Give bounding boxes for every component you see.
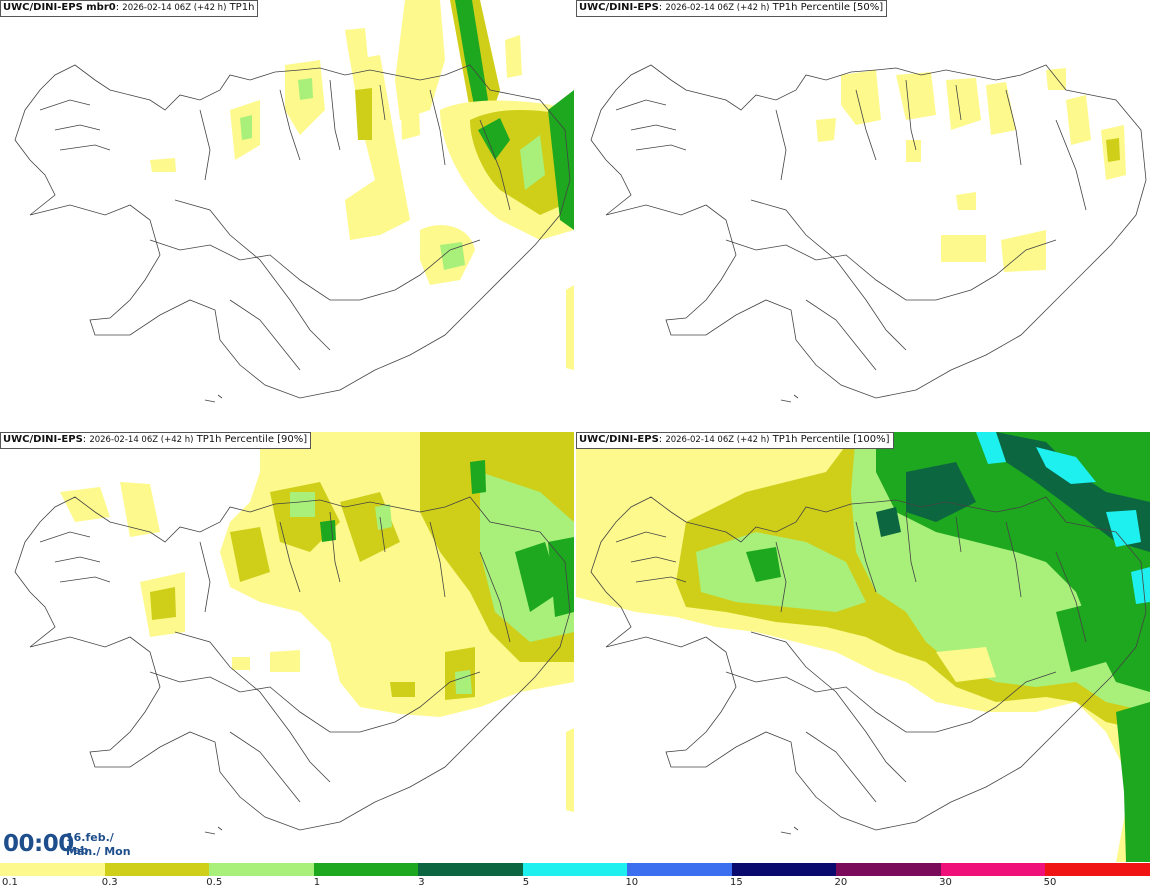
valid-time: 00:00 [3, 831, 74, 857]
map-panel-p50: UWC/DINI-EPS: 2026-02-14 06Z (+42 h) TP1… [576, 0, 1150, 430]
panel-title: UWC/DINI-EPS mbr0: 2026-02-14 06Z (+42 h… [0, 0, 259, 17]
colorbar-segment [418, 863, 524, 876]
precipitation-map [590, 64, 1147, 403]
colorbar-segment [209, 863, 315, 876]
colorbar-tick-label: 0.5 [206, 877, 223, 888]
precip-colorbar: 0.1 0.3 0.5 1 3 5 10 15 20 30 50 [0, 863, 1150, 891]
iceland-coastline [590, 64, 1147, 403]
colorbar-tick-label: 0.3 [101, 877, 118, 888]
colorbar-segment [104, 863, 210, 876]
valid-weekday: Mán./ Mon [66, 845, 131, 858]
colorbar-tick-label: 5 [522, 877, 530, 888]
precipitation-map [576, 432, 1150, 862]
panel-title: UWC/DINI-EPS: 2026-02-14 06Z (+42 h) TP1… [576, 432, 894, 449]
precipitation-map [14, 0, 574, 403]
iceland-coastline [590, 496, 1147, 835]
colorbar-tick-label: 15 [729, 877, 743, 888]
iceland-coastline [14, 496, 571, 835]
colorbar-segment [0, 863, 105, 876]
colorbar-segment [1045, 863, 1150, 876]
colorbar-tick-label: 3 [418, 877, 425, 888]
precip-field [816, 68, 1126, 272]
valid-time-box: 00:00 16.feb./ Feb Mán./ Mon [0, 826, 132, 862]
colorbar-tick-label: 1 [313, 877, 321, 888]
colorbar-segment [940, 863, 1046, 876]
map-panel-p100: UWC/DINI-EPS: 2026-02-14 06Z (+42 h) TP1… [576, 432, 1150, 862]
precip-field [576, 432, 1150, 862]
colorbar-tick-label: 10 [625, 877, 639, 888]
iceland-coastline [14, 64, 571, 403]
precip-field [60, 432, 574, 812]
colorbar-tick-label: 30 [939, 877, 952, 888]
panel-divider [0, 430, 1150, 432]
colorbar-segment [522, 863, 628, 876]
panel-title: UWC/DINI-EPS: 2026-02-14 06Z (+42 h) TP1… [576, 0, 888, 17]
colorbar-segment [836, 863, 942, 876]
precip-field [150, 0, 574, 370]
colorbar-tick-label: 50 [1043, 877, 1057, 888]
colorbar-segment [627, 863, 733, 876]
panel-title: UWC/DINI-EPS: 2026-02-14 06Z (+42 h) TP1… [0, 432, 312, 449]
colorbar-tick-label: 0.1 [2, 877, 18, 888]
colorbar-segment [313, 863, 419, 876]
map-panel-mbr0: UWC/DINI-EPS mbr0: 2026-02-14 06Z (+42 h… [0, 0, 574, 430]
precipitation-map [14, 432, 574, 835]
valid-date: 16.feb./ Feb [66, 831, 114, 857]
colorbar-tick-label: 20 [834, 877, 848, 888]
colorbar-segment [731, 863, 837, 876]
map-panel-p90: UWC/DINI-EPS: 2026-02-14 06Z (+42 h) TP1… [0, 432, 574, 862]
